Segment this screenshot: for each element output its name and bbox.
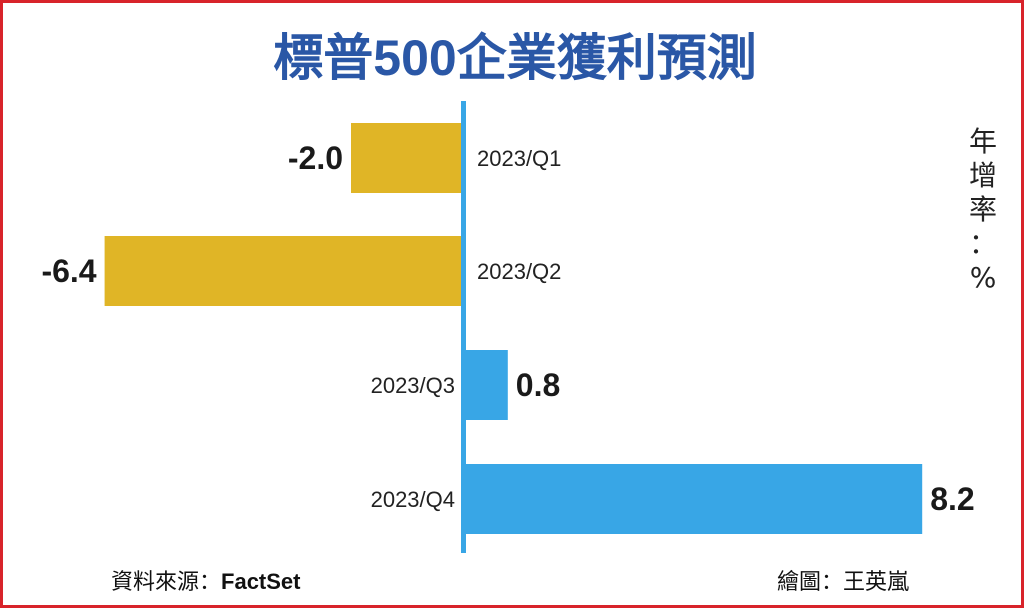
source-brand: FactSet: [221, 569, 301, 594]
credit-label: 繪圖：王英嵐: [777, 570, 909, 595]
bar-chart: 標普500企業獲利預測 年增率：% 2023/Q1 -2.0 2023/Q2 -6.4…: [41, 30, 997, 595]
category-label: 2023/Q3: [371, 373, 455, 398]
value-label: -2.0: [288, 140, 343, 176]
unit-label-char: 增: [969, 159, 997, 192]
value-label: 8.2: [930, 481, 974, 517]
unit-label-char: 年: [969, 125, 997, 158]
unit-label-char: 率: [969, 193, 997, 226]
unit-label: 年增率：%: [969, 125, 997, 294]
category-label: 2023/Q4: [371, 487, 455, 512]
category-label: 2023/Q1: [477, 146, 561, 171]
bars-group: [104, 123, 923, 534]
category-label: 2023/Q2: [477, 259, 561, 284]
source-label: 資料來源：FactSet: [111, 569, 301, 595]
chart-title: 標普500企業獲利預測: [273, 30, 756, 86]
bar-2023/Q4: [463, 464, 923, 534]
unit-label-char: ：: [969, 227, 997, 260]
bar-2023/Q1: [351, 123, 463, 193]
labels-group: 2023/Q1 -2.0 2023/Q2 -6.4 2023/Q3 0.8 2023/Q4 8…: [41, 140, 974, 517]
source-prefix: 資料來源：: [111, 570, 221, 595]
unit-label-char: %: [970, 261, 997, 294]
bar-2023/Q2: [104, 236, 463, 306]
bar-2023/Q3: [463, 350, 508, 420]
value-label: -6.4: [41, 253, 96, 289]
zero-axis: [461, 101, 466, 553]
value-label: 0.8: [516, 367, 560, 403]
